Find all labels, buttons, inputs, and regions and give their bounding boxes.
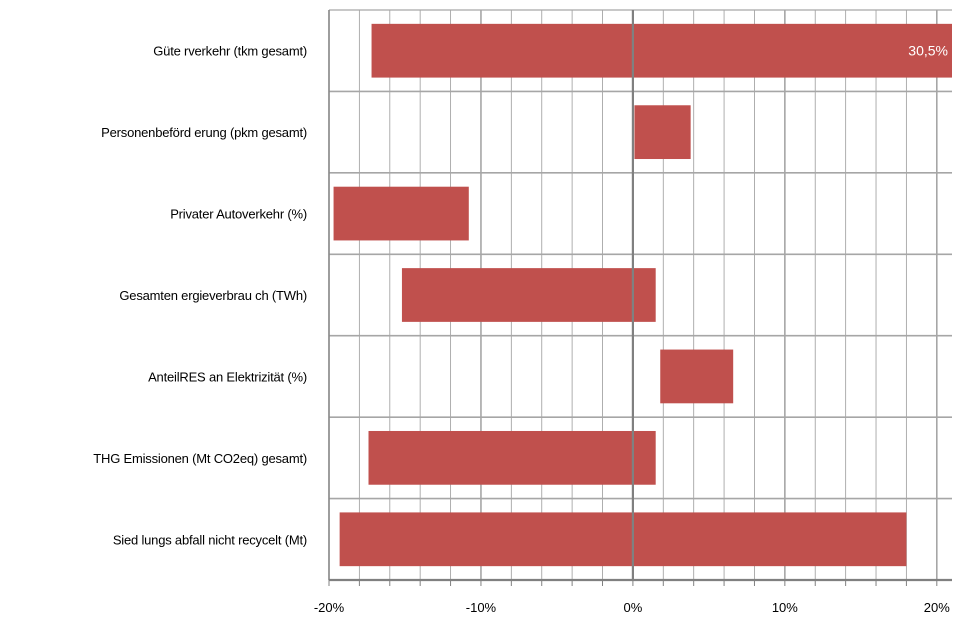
category-label: THG Emissionen (Mt CO2eq) gesamt)	[93, 451, 307, 466]
category-label: Güte rverkehr (tkm gesamt)	[153, 44, 307, 59]
bars	[333, 23, 952, 567]
bar	[401, 268, 656, 322]
x-tick-label: 0%	[624, 600, 643, 615]
bar	[660, 349, 734, 404]
x-tick-label: 20%	[924, 600, 950, 615]
axes	[328, 10, 952, 586]
category-label: Personenbeförd erung (pkm gesamt)	[101, 125, 307, 140]
category-label: Sied lungs abfall nicht recycelt (Mt)	[113, 532, 307, 547]
bar	[339, 512, 907, 567]
category-label: Privater Autoverkehr (%)	[170, 207, 307, 222]
category-label: Gesamten ergieverbrau ch (TWh)	[119, 288, 307, 303]
x-tick-label: -20%	[314, 600, 345, 615]
bar	[368, 430, 656, 485]
x-tick-label: 10%	[772, 600, 798, 615]
bar	[634, 105, 691, 160]
data-label: 30,5%	[908, 43, 948, 59]
grid-lines	[328, 9, 952, 580]
category-label: AnteilRES an Elektrizität (%)	[148, 369, 307, 384]
bar	[371, 23, 952, 78]
bar	[333, 186, 469, 241]
x-tick-label: -10%	[466, 600, 497, 615]
labels: 30,5% Güte rverkehr (tkm gesamt) Personenb…	[93, 43, 950, 615]
